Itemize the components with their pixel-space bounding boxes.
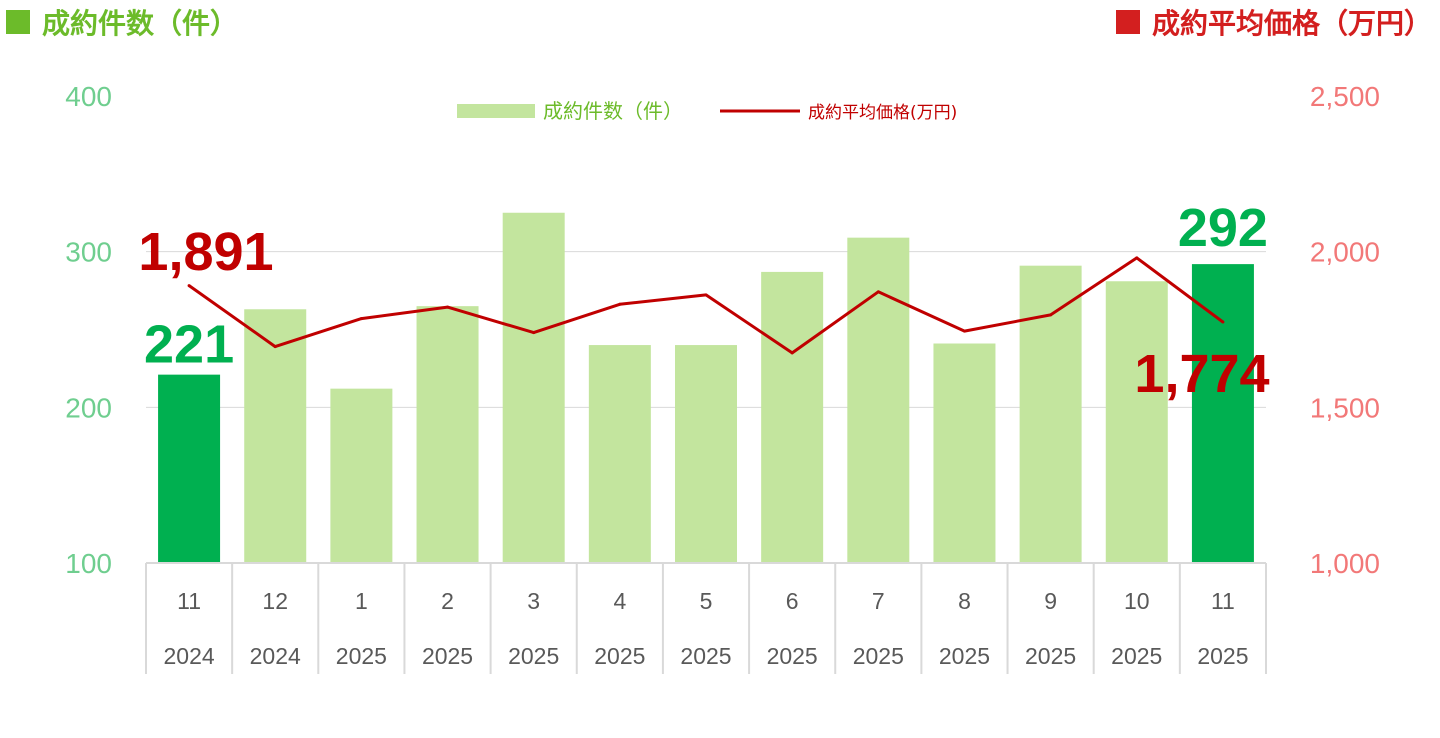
price-point xyxy=(704,293,708,297)
price-point xyxy=(790,351,794,355)
red-square-icon xyxy=(1115,10,1140,34)
price-point xyxy=(876,290,880,294)
price-point xyxy=(1049,313,1053,317)
green-square-icon xyxy=(6,10,30,34)
month-tick-label: 8 xyxy=(958,588,971,614)
bar xyxy=(1019,265,1082,563)
month-tick-label: 6 xyxy=(786,588,799,614)
year-tick-label: 2025 xyxy=(594,643,645,669)
month-tick-label: 9 xyxy=(1044,588,1057,614)
year-tick-label: 2025 xyxy=(1197,643,1248,669)
year-tick-label: 2025 xyxy=(1025,643,1076,669)
bar xyxy=(933,343,996,563)
year-tick-label: 2025 xyxy=(422,643,473,669)
first-count-label: 221 xyxy=(144,315,234,375)
year-tick-label: 2024 xyxy=(163,643,214,669)
month-tick-label: 12 xyxy=(262,588,288,614)
year-tick-label: 2025 xyxy=(939,643,990,669)
year-tick-label: 2025 xyxy=(853,643,904,669)
price-point xyxy=(446,305,450,309)
price-point xyxy=(273,345,277,349)
year-tick-label: 2025 xyxy=(508,643,559,669)
year-tick-label: 2024 xyxy=(250,643,301,669)
bar xyxy=(588,345,651,563)
price-point xyxy=(359,317,363,321)
left-axis-tick-label: 100 xyxy=(65,548,112,579)
right-axis-title: 成約平均価格（万円） xyxy=(1115,2,1432,42)
bar xyxy=(244,309,307,563)
right-axis-tick-label: 2,000 xyxy=(1310,237,1380,268)
bar xyxy=(158,374,221,563)
bar xyxy=(416,306,479,563)
year-tick-label: 2025 xyxy=(767,643,818,669)
month-tick-label: 1 xyxy=(355,588,368,614)
right-axis-tick-label: 1,000 xyxy=(1310,548,1380,579)
bar xyxy=(847,237,910,563)
bar xyxy=(761,271,824,563)
month-tick-label: 4 xyxy=(613,588,626,614)
left-axis-tick-label: 400 xyxy=(65,81,112,112)
bar xyxy=(502,212,565,563)
price-point xyxy=(1221,320,1225,324)
price-point xyxy=(1135,256,1139,260)
bar xyxy=(675,345,737,563)
month-tick-label: 3 xyxy=(527,588,540,614)
year-tick-label: 2025 xyxy=(336,643,387,669)
legend-bar-label: 成約件数（件） xyxy=(543,99,683,123)
last-price-label: 1,774 xyxy=(1134,344,1269,404)
first-price-label: 1,891 xyxy=(138,222,273,282)
left-axis-tick-label: 200 xyxy=(65,392,112,423)
month-tick-label: 10 xyxy=(1124,588,1150,614)
month-tick-label: 2 xyxy=(441,588,454,614)
price-point xyxy=(187,284,191,288)
month-tick-label: 5 xyxy=(700,588,713,614)
right-axis-tick-label: 1,500 xyxy=(1310,392,1380,423)
bar xyxy=(1105,281,1168,563)
left-axis-tick-label: 300 xyxy=(65,237,112,268)
price-point xyxy=(532,331,536,335)
year-tick-label: 2025 xyxy=(1111,643,1162,669)
month-tick-label: 7 xyxy=(872,588,885,614)
month-tick-label: 11 xyxy=(177,588,201,614)
bar xyxy=(330,388,393,563)
last-count-label: 292 xyxy=(1178,198,1268,258)
legend-line-label: 成約平均価格(万円) xyxy=(808,103,957,123)
left-axis-title: 成約件数（件） xyxy=(6,2,238,42)
price-point xyxy=(618,302,622,306)
price-point xyxy=(962,329,966,333)
month-tick-label: 11 xyxy=(1211,588,1235,614)
bar xyxy=(1191,264,1254,563)
right-axis-title-text: 成約平均価格（万円） xyxy=(1151,7,1432,40)
left-axis-title-text: 成約件数（件） xyxy=(42,7,239,40)
right-axis-tick-label: 2,500 xyxy=(1310,81,1380,112)
legend-bar-swatch xyxy=(457,104,535,118)
year-tick-label: 2025 xyxy=(680,643,731,669)
